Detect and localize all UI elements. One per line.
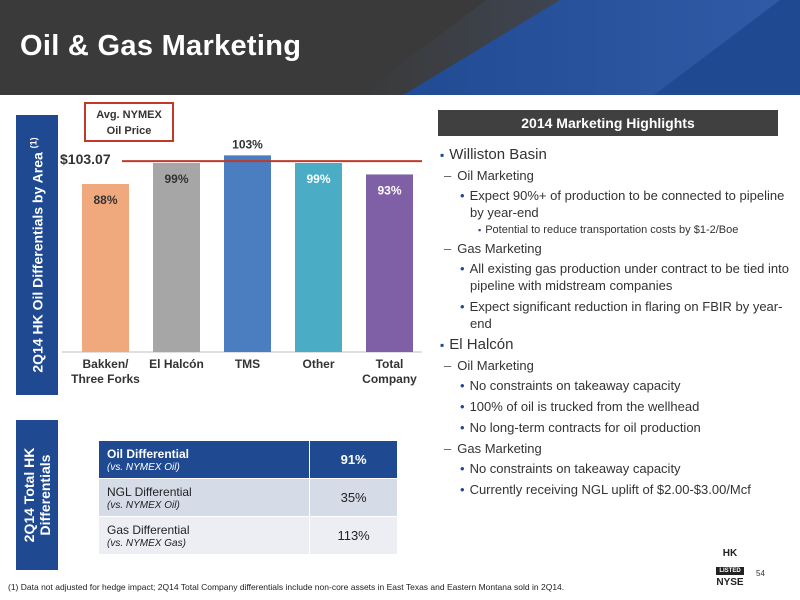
bar-0 [82, 184, 129, 352]
bar-value-label: 103% [232, 137, 263, 151]
bar-value-label: 93% [377, 183, 401, 197]
williston-oil-bullet-1: Expect 90%+ of production to be connecte… [440, 187, 790, 221]
category-label: TMS [235, 357, 260, 371]
williston-basin-heading: Williston Basin [440, 146, 790, 163]
el-halcon-oil-bullet-2: 100% of oil is trucked from the wellhead [440, 398, 790, 415]
oil-differential-label: Oil Differential [107, 446, 190, 461]
bar-4 [366, 174, 413, 352]
ngl-differential-value: 35% [309, 478, 398, 517]
side-label-bottom-line2: Differentials [37, 454, 53, 536]
highlights-list: Williston Basin Oil Marketing Expect 90%… [440, 146, 790, 498]
hk-nyse-logo: HK LISTED NYSE [710, 548, 750, 588]
footnote: (1) Data not adjusted for hedge impact; … [8, 582, 565, 592]
gas-differential-sub: (vs. NYMEX Gas) [107, 537, 186, 549]
category-label: Total [376, 357, 404, 371]
side-label-top-footnote-mark: (1) [28, 137, 39, 149]
side-label-oil-differentials: 2Q14 HK Oil Differentials by Area (1) [16, 115, 58, 395]
oil-differentials-chart: 88% Bakken/Three Forks 99% El Halcón 103% TMS… [60, 100, 428, 400]
el-halcon-heading: El Halcón [440, 336, 790, 353]
williston-gas-bullet-2: Expect significant reduction in flaring … [440, 298, 790, 332]
table-row: NGL Differential (vs. NYMEX Oil) 35% [97, 478, 398, 517]
highlights-title: 2014 Marketing Highlights [438, 110, 778, 136]
gas-differential-label: Gas Differential [107, 522, 190, 537]
bar-value-label: 88% [93, 193, 117, 207]
side-label-top-text: 2Q14 HK Oil Differentials by Area [29, 152, 46, 373]
nymex-label-box: Avg. NYMEX Oil Price [84, 102, 174, 142]
page-number: 54 [756, 569, 765, 578]
logo-listed-text: LISTED [716, 567, 744, 575]
category-label: Other [302, 357, 334, 371]
williston-gas-marketing: Gas Marketing [440, 241, 790, 256]
bar-2 [224, 155, 271, 352]
el-halcon-gas-bullet-2: Currently receiving NGL uplift of $2.00-… [440, 481, 790, 498]
ngl-differential-sub: (vs. NYMEX Oil) [107, 499, 180, 511]
bar-3 [295, 163, 342, 352]
category-label: Three Forks [71, 372, 140, 386]
el-halcon-oil-bullet-1: No constraints on takeaway capacity [440, 377, 790, 394]
el-halcon-gas-bullet-1: No constraints on takeaway capacity [440, 460, 790, 477]
nymex-price: $103.07 [60, 151, 111, 167]
nymex-label-line2: Oil Price [106, 125, 152, 137]
gas-differential-value: 113% [309, 516, 398, 555]
header-banner: Oil & Gas Marketing [0, 0, 800, 95]
williston-gas-bullet-1: All existing gas production under contra… [440, 260, 790, 294]
page-title: Oil & Gas Marketing [20, 30, 302, 62]
ngl-differential-label: NGL Differential [107, 484, 192, 499]
williston-oil-marketing: Oil Marketing [440, 168, 790, 183]
oil-differential-value: 91% [309, 440, 398, 479]
el-halcon-oil-bullet-3: No long-term contracts for oil productio… [440, 419, 790, 436]
table-row: Gas Differential (vs. NYMEX Gas) 113% [97, 516, 398, 555]
category-label: El Halcón [149, 357, 204, 371]
bar-value-label: 99% [164, 172, 188, 186]
category-label: Bakken/ [82, 357, 129, 371]
logo-hk-text: HK [722, 548, 738, 559]
oil-differential-sub: (vs. NYMEX Oil) [107, 461, 180, 473]
nymex-label-line1: Avg. NYMEX [96, 109, 162, 121]
bar-value-label: 99% [306, 172, 330, 186]
logo-nyse-text: NYSE [716, 577, 744, 588]
el-halcon-gas-marketing: Gas Marketing [440, 441, 790, 456]
side-label-total-differentials: 2Q14 Total HK Differentials [16, 420, 58, 570]
williston-oil-sub-bullet: Potential to reduce transportation costs… [440, 224, 790, 236]
differentials-table: Oil Differential (vs. NYMEX Oil) 91% NGL … [97, 440, 398, 555]
chart-svg: 88% Bakken/Three Forks 99% El Halcón 103% TMS… [62, 137, 422, 386]
category-label: Company [362, 372, 417, 386]
bar-1 [153, 163, 200, 352]
el-halcon-oil-marketing: Oil Marketing [440, 358, 790, 373]
table-row: Oil Differential (vs. NYMEX Oil) 91% [97, 440, 398, 479]
side-label-bottom-line1: 2Q14 Total HK [21, 447, 37, 543]
